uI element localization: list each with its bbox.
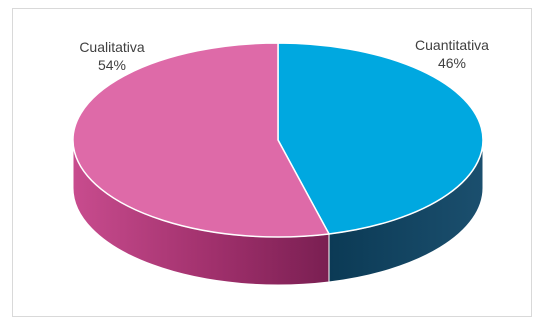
slice-value-cualitativa: 54% xyxy=(97,57,127,73)
pie-slice-cuantitativa xyxy=(277,42,484,235)
slice-label-cualitativa: Cualitativa 54% xyxy=(66,38,158,74)
pie-slice-cualitativa xyxy=(72,42,331,238)
pie-top xyxy=(72,42,484,238)
slice-name-cualitativa: Cualitativa xyxy=(79,39,145,55)
slice-label-cuantitativa: Cuantitativa 46% xyxy=(396,36,508,72)
slice-value-cuantitativa: 46% xyxy=(437,55,467,71)
slice-name-cuantitativa: Cuantitativa xyxy=(415,37,489,53)
